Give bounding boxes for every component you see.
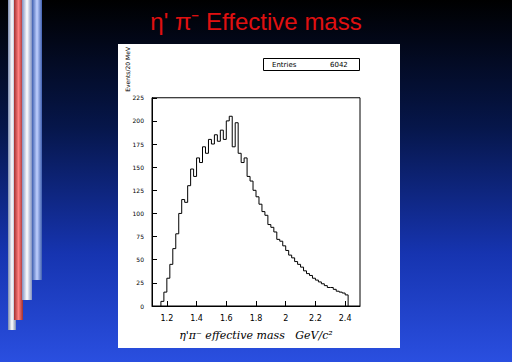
svg-text:1.2: 1.2 [160, 314, 173, 323]
svg-text:Entries: Entries [272, 61, 297, 69]
svg-text:125: 125 [133, 187, 145, 194]
svg-text:225: 225 [133, 94, 145, 101]
svg-text:100: 100 [133, 210, 145, 217]
svg-text:150: 150 [133, 164, 145, 171]
svg-text:25: 25 [136, 279, 144, 286]
html-text:η' π⁻ Effective mass: η' π⁻ Effective mass [150, 8, 362, 35]
svg-text:1.8: 1.8 [250, 314, 263, 323]
svg-text:50: 50 [136, 256, 144, 263]
svg-text:1.6: 1.6 [220, 314, 233, 323]
svg-text:75: 75 [136, 233, 144, 240]
svg-text:2.4: 2.4 [339, 314, 352, 323]
svg-text:2: 2 [283, 314, 288, 323]
svg-text:175: 175 [133, 141, 145, 148]
svg-text:Events/20 MeV: Events/20 MeV [124, 46, 131, 92]
svg-text:1.4: 1.4 [190, 314, 203, 323]
svg-text:6042: 6042 [330, 61, 348, 69]
svg-text:2.2: 2.2 [309, 314, 322, 323]
svg-text:η'π⁻ effective mass GeV/c²: η'π⁻ effective mass GeV/c² [179, 329, 333, 342]
svg-text:200: 200 [133, 117, 145, 124]
svg-text:0: 0 [140, 303, 144, 310]
